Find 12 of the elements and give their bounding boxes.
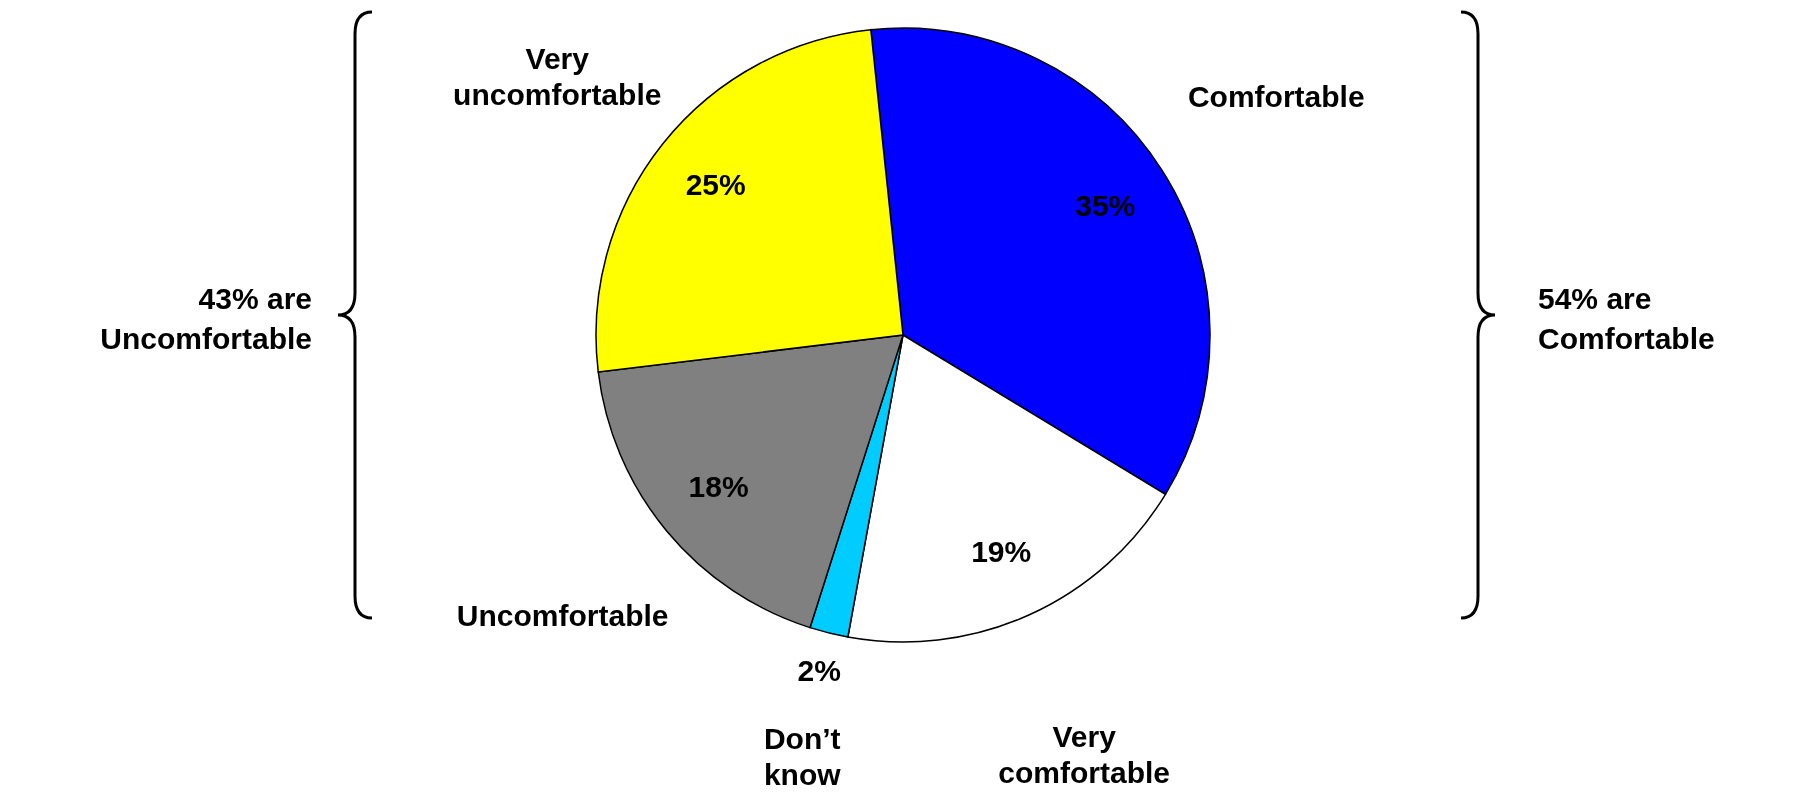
data-label: 2% — [797, 653, 841, 687]
slice-label: Don’t know — [763, 721, 842, 791]
slice-label: Very uncomfortable — [453, 41, 662, 111]
slice-label: Uncomfortable — [456, 599, 669, 633]
data-label: 18% — [688, 469, 749, 503]
text: 43% are Uncomfortable — [100, 282, 312, 355]
data-label: 25% — [685, 167, 746, 201]
slice-label: Very comfortable — [998, 720, 1171, 790]
data-label: 35% — [1075, 188, 1136, 222]
data-label: 19% — [971, 535, 1032, 569]
text: 54% are Comfortable — [1538, 282, 1715, 355]
slice-label: Comfortable — [1187, 80, 1365, 114]
